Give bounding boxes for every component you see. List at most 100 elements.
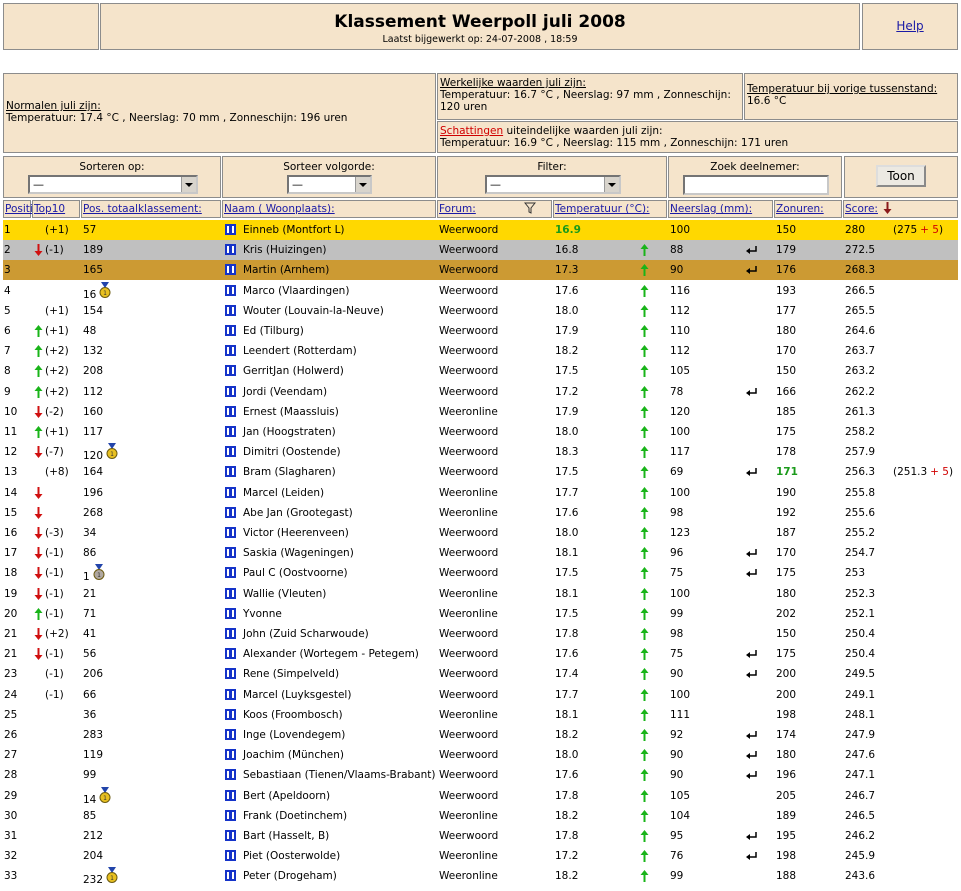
position: 24	[4, 688, 18, 701]
overall-position: 189	[83, 244, 104, 257]
forum: Weerwoord	[439, 446, 499, 459]
temperature-arrow	[640, 304, 649, 320]
participant-icon	[225, 405, 236, 420]
table-row: 16 (-3) 34 Victor (Heerenveen) Weerwoord 18.0…	[3, 523, 958, 543]
precipitation-return-icon	[745, 568, 758, 582]
header-left-box	[3, 3, 99, 50]
column-header-link[interactable]: Naam ( Woonplaats):	[224, 203, 335, 215]
search-input[interactable]	[683, 175, 829, 195]
precipitation-return-icon	[745, 770, 758, 784]
temperature-arrow	[640, 830, 649, 845]
participant-icon	[225, 809, 236, 824]
score: 256.3	[845, 466, 876, 479]
help-link[interactable]: Help	[896, 19, 924, 33]
overall-position: 232	[83, 874, 104, 887]
temperature-arrow	[640, 486, 649, 502]
score: 254.7	[845, 547, 876, 560]
temperature: 16.8	[555, 244, 579, 257]
position: 6	[4, 325, 11, 337]
position-change: (-3)	[45, 527, 64, 539]
participant-icon	[225, 304, 236, 319]
temperature: 18.2	[555, 345, 579, 358]
overall-position: 204	[83, 850, 104, 863]
last-updated: Laatst bijgewerkt op: 24-07-2008 , 18:59	[382, 34, 578, 45]
column-header-link[interactable]: Forum:	[439, 203, 476, 215]
score: 247.6	[845, 749, 876, 762]
position: 28	[4, 769, 18, 782]
filter-select[interactable]: —	[485, 175, 621, 194]
actual-label[interactable]: Werkelijke waarden juli zijn:	[440, 77, 586, 89]
forum: Weerwoord	[439, 789, 499, 802]
position: 9	[4, 385, 11, 398]
precipitation-return-icon	[745, 730, 758, 744]
sort-select[interactable]: —	[28, 175, 198, 194]
position-change: (+2)	[45, 345, 69, 358]
forum: Weerwoord	[439, 547, 499, 560]
table-row: 12 (-7) 120 1 Dimitri (Oostende) Weerwoord 18.…	[3, 442, 958, 463]
previous-label[interactable]: Temperatuur bij vorige tussenstand:	[747, 83, 938, 95]
svg-text:1: 1	[103, 795, 107, 802]
svg-text:1: 1	[97, 572, 101, 579]
temperature-arrow	[640, 446, 649, 461]
precipitation: 75	[670, 648, 684, 661]
precipitation: 110	[670, 325, 691, 337]
column-header-link[interactable]: Zonuren:	[776, 203, 824, 215]
precipitation: 90	[670, 749, 684, 762]
estimates-box: Schattingen uiteindelijke waarden juli z…	[437, 121, 958, 153]
estimates-link[interactable]: Schattingen	[440, 125, 504, 137]
column-header-link[interactable]: Score:	[845, 203, 878, 215]
temperature: 17.4	[555, 668, 579, 681]
position: 32	[4, 850, 18, 863]
participant-name: Marcel (Leiden)	[243, 486, 325, 499]
sun-hours: 150	[776, 365, 797, 378]
sun-hours: 175	[776, 648, 797, 661]
column-header-link[interactable]: Temperatuur (°C):	[555, 203, 650, 215]
participant-name: Victor (Heerenveen)	[243, 527, 349, 539]
forum: Weerwoord	[439, 304, 499, 317]
trend-down-icon	[34, 527, 43, 542]
position: 30	[4, 809, 18, 822]
position: 29	[4, 789, 18, 802]
temperature-arrow	[640, 244, 649, 259]
column-header-link[interactable]: Neerslag (mm):	[670, 203, 753, 215]
temperature: 18.0	[555, 527, 579, 539]
temperature-arrow	[640, 527, 649, 542]
precipitation: 104	[670, 809, 691, 822]
table-row: 27 119 Joachim (München) Weerwoord 18.0 90 180…	[3, 745, 958, 766]
temperature: 17.6	[555, 769, 579, 782]
column-header-link[interactable]: Top10	[34, 203, 66, 215]
temperature: 17.6	[555, 648, 579, 661]
normals-box: Normalen juli zijn: Temperatuur: 17.4 °C…	[3, 73, 436, 153]
participant-name: Peter (Drogeham)	[243, 870, 337, 883]
score: 263.7	[845, 345, 876, 358]
precipitation: 100	[670, 426, 691, 438]
position-change: (+8)	[45, 466, 69, 479]
score: 250.4	[845, 648, 876, 661]
table-row: 32 204 Piet (Oosterwolde) Weeronline 17.2 76 1…	[3, 846, 958, 867]
participant-name: Marco (Vlaardingen)	[243, 284, 350, 297]
table-row: 3 165 Martin (Arnhem) Weerwoord 17.3 90 176 268…	[3, 260, 958, 281]
order-select[interactable]: —	[287, 175, 372, 194]
score: 246.7	[845, 789, 876, 802]
temperature: 17.8	[555, 789, 579, 802]
position-change: (-1)	[45, 567, 64, 580]
column-header-link[interactable]: Pos. totaalklassement:	[83, 203, 202, 215]
normals-label[interactable]: Normalen juli zijn:	[6, 100, 101, 112]
score: 265.5	[845, 304, 876, 317]
participant-icon	[225, 607, 236, 622]
temperature-arrow	[640, 587, 649, 603]
position: 5	[4, 304, 11, 317]
participant-name: GerritJan (Holwerd)	[243, 365, 344, 378]
help-box: Help	[862, 3, 958, 50]
show-button[interactable]: Toon	[876, 165, 926, 187]
temperature: 18.2	[555, 870, 579, 883]
participant-name: Bart (Hasselt, B)	[243, 830, 330, 842]
participant-icon	[225, 385, 236, 400]
trend-down-icon	[34, 405, 43, 421]
temperature-arrow	[640, 284, 649, 300]
temperature-arrow	[640, 688, 649, 704]
table-row: 25 36 Koos (Froombosch) Weeronline 18.1 111 19…	[3, 704, 958, 725]
precipitation: 105	[670, 789, 691, 802]
forum: Weerwoord	[439, 284, 499, 297]
estimates-label: uiteindelijke waarden juli zijn:	[503, 125, 663, 137]
